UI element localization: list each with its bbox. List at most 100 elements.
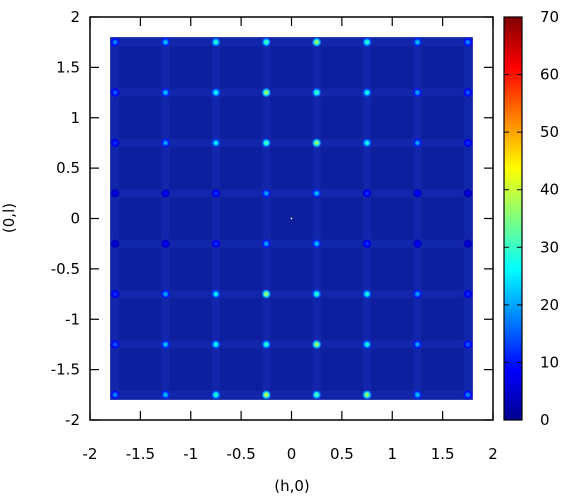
bragg-peak [362, 390, 372, 400]
bragg-peak [110, 390, 120, 400]
x-tick-label: -1 [183, 445, 198, 463]
bragg-peak [262, 189, 271, 198]
bragg-peak [362, 37, 372, 47]
diffuse-streak [363, 37, 372, 400]
x-axis-title: (h,0) [274, 477, 310, 495]
y-tick-label: -0.5 [51, 260, 80, 278]
colorbar-tick-label: 70 [540, 8, 559, 26]
bragg-peak [463, 289, 473, 299]
bragg-peak [463, 37, 473, 47]
y-tick-label: -1 [65, 310, 80, 328]
axes: -2 -1.5 -1 -0.5 0 0.5 1 1.5 2 2 1.5 1 0.5 0 -0.5 -1 -1.5… [51, 8, 498, 463]
diffuse-streak [211, 37, 220, 400]
bragg-peak [312, 390, 321, 400]
colorbar-tick-label: 20 [540, 296, 559, 314]
diffuse-streak [110, 390, 473, 399]
bragg-peak [161, 138, 170, 148]
bragg-peak [262, 289, 271, 299]
y-tick-label: -1.5 [51, 361, 80, 379]
x-tick-label: -1.5 [126, 445, 155, 463]
bragg-peak [211, 37, 221, 47]
bragg-peak [110, 289, 120, 299]
bragg-peak [110, 37, 120, 47]
x-tick-label: 1.5 [431, 445, 455, 463]
diffuse-streak [110, 138, 473, 147]
y-axis-title: (0,l) [0, 203, 18, 233]
bragg-peak [262, 138, 271, 148]
y-tick-label: 2 [70, 8, 80, 26]
diffuse-streak [161, 37, 170, 400]
bragg-peak [312, 340, 321, 349]
bragg-peak [161, 239, 170, 248]
colorbar-tick-label: 50 [540, 123, 559, 141]
bragg-peak [262, 390, 271, 400]
bragg-peak [161, 189, 170, 198]
bragg-peak [110, 239, 120, 248]
diffuse-streak [413, 37, 422, 400]
bragg-peak [463, 390, 473, 400]
bragg-peak [161, 340, 170, 349]
bragg-peak [110, 340, 120, 349]
x-tick-label: -0.5 [226, 445, 255, 463]
bragg-peak [262, 340, 271, 349]
diffuse-streak [110, 38, 473, 47]
colorbar-tick-label: 10 [540, 353, 559, 371]
bragg-peak [211, 189, 221, 198]
y-tick-label: 0.5 [56, 159, 80, 177]
y-tick-label: -2 [65, 411, 80, 429]
bragg-peak [312, 239, 321, 248]
bragg-peak [312, 138, 321, 148]
bragg-peak [362, 88, 372, 97]
colorbar-tick-label: 0 [540, 411, 550, 429]
bragg-peak [362, 189, 372, 198]
colorbar-tick-label: 40 [540, 181, 559, 199]
bragg-peak [161, 390, 170, 400]
y-tick-label: 1 [70, 109, 80, 127]
bragg-peak [463, 88, 473, 97]
bragg-peak [110, 189, 120, 198]
bragg-peak [211, 289, 221, 299]
bragg-peak [161, 88, 170, 97]
bragg-peak [463, 340, 473, 349]
bragg-peak [211, 239, 221, 248]
bragg-peak [262, 37, 271, 47]
origin-speck [290, 217, 293, 220]
colorbar-tick-label: 30 [540, 238, 559, 256]
x-tick-label: 0.5 [330, 445, 354, 463]
bragg-peak [262, 239, 271, 248]
bragg-peak [211, 88, 221, 97]
bragg-peak [413, 289, 422, 299]
x-tick-label: 2 [488, 445, 498, 463]
colorbar-tick-label: 60 [540, 66, 559, 84]
bragg-peak [413, 239, 422, 248]
peak-layer [110, 37, 473, 400]
bragg-peak [413, 390, 422, 400]
bragg-peak [211, 138, 221, 148]
bragg-peak [463, 138, 473, 148]
bragg-peak [262, 88, 271, 97]
bragg-peak [110, 88, 120, 97]
bragg-peak [110, 138, 120, 148]
bragg-peak [413, 189, 422, 198]
bragg-peak [413, 340, 422, 349]
bragg-peak [312, 88, 321, 97]
diffuse-streak [110, 88, 473, 97]
diffuse-streak [312, 37, 321, 400]
bragg-peak [211, 340, 221, 349]
bragg-peak [312, 37, 321, 47]
diffuse-streak [110, 239, 473, 248]
x-tick-label: 0 [287, 445, 297, 463]
diffuse-streak [110, 340, 473, 349]
bragg-peak [413, 88, 422, 97]
diffuse-streak [110, 189, 473, 198]
diffuse-streak [463, 37, 472, 400]
bragg-peak [312, 189, 321, 198]
bragg-peak [161, 37, 170, 47]
bragg-peak [362, 239, 372, 248]
bragg-peak [413, 138, 422, 148]
x-tick-label: 1 [387, 445, 397, 463]
bragg-peak [211, 390, 221, 400]
bragg-peak [362, 138, 372, 148]
plot-area [110, 37, 473, 400]
